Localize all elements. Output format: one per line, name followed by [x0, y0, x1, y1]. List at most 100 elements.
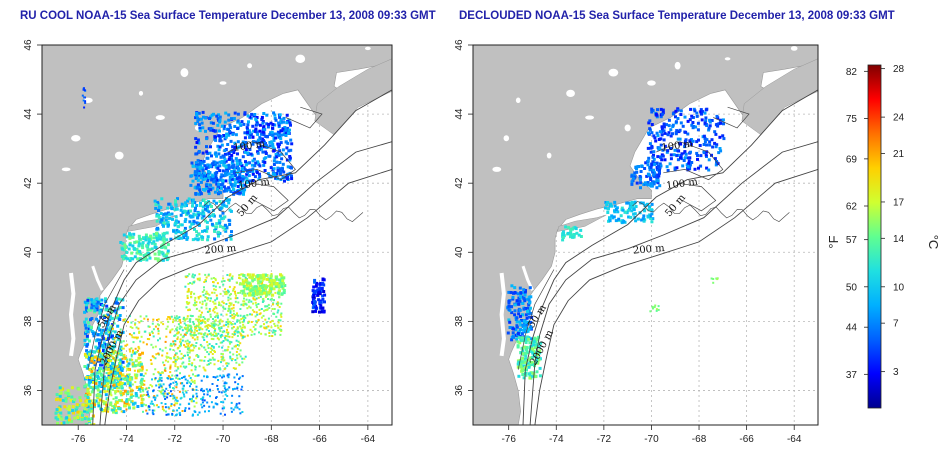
- sst-pixel: [196, 395, 199, 398]
- sst-pixel: [195, 342, 198, 344]
- sst-pixel: [81, 94, 84, 97]
- sst-pixel: [188, 351, 191, 354]
- sst-pixel: [235, 361, 238, 364]
- sst-pixel: [179, 340, 182, 343]
- sst-pixel: [98, 341, 101, 345]
- sst-pixel: [212, 284, 215, 287]
- sst-pixel: [232, 288, 235, 290]
- sst-pixel: [209, 127, 213, 130]
- sst-pixel: [219, 155, 223, 159]
- sst-pixel: [271, 293, 275, 297]
- sst-pixel: [273, 322, 276, 325]
- sst-pixel: [95, 297, 99, 301]
- sst-pixel: [67, 414, 71, 418]
- sst-pixel: [197, 141, 201, 145]
- sst-pixel: [233, 333, 236, 336]
- panel-title-declouded: DECLOUDED NOAA-15 Sea Surface Temperatur…: [459, 10, 895, 22]
- sst-pixel: [120, 255, 124, 258]
- sst-pixel: [519, 291, 523, 295]
- sst-pixel: [531, 374, 535, 378]
- contour-50m: [249, 182, 289, 212]
- sst-pixel: [131, 389, 134, 392]
- sst-pixel: [528, 286, 532, 290]
- sst-pixel: [284, 152, 288, 156]
- sst-pixel: [213, 288, 216, 291]
- sst-pixel: [191, 204, 194, 208]
- sst-pixel: [661, 112, 664, 116]
- sst-pixel: [230, 293, 232, 296]
- sst-pixel: [646, 146, 650, 150]
- sst-pixel: [211, 121, 215, 125]
- sst-pixel: [696, 154, 699, 157]
- sst-pixel: [236, 331, 239, 334]
- sst-pixel: [517, 292, 520, 296]
- sst-pixel: [145, 369, 148, 372]
- sst-pixel: [527, 298, 531, 302]
- sst-pixel: [216, 334, 218, 337]
- sst-pixel: [659, 155, 663, 159]
- sst-pixel: [81, 413, 84, 417]
- sst-pixel: [262, 112, 266, 115]
- sst-pixel: [188, 319, 191, 322]
- sst-pixel: [228, 130, 232, 133]
- sst-pixel: [203, 399, 206, 402]
- sst-pixel: [130, 393, 134, 397]
- sst-pixel: [221, 211, 225, 215]
- sst-pixel: [650, 107, 654, 111]
- sst-pixel: [141, 246, 145, 250]
- sst-pixel: [228, 335, 231, 338]
- sst-pixel: [110, 323, 114, 327]
- sst-pixel: [536, 353, 540, 357]
- sst-pixel: [151, 411, 154, 414]
- sst-pixel: [276, 324, 279, 327]
- sst-pixel: [280, 328, 283, 331]
- sst-pixel: [244, 140, 248, 144]
- sst-pixel: [625, 201, 629, 205]
- sst-pixel: [265, 293, 269, 297]
- sst-pixel: [277, 143, 281, 146]
- sst-pixel: [525, 335, 529, 339]
- sst-pixel: [111, 405, 114, 408]
- sst-pixel: [250, 333, 253, 336]
- sst-pixel: [153, 199, 157, 203]
- sst-pixel: [203, 375, 206, 378]
- sst-pixel: [517, 334, 521, 338]
- sst-pixel: [713, 157, 717, 161]
- sst-pixel: [183, 326, 186, 329]
- sst-pixel: [273, 331, 276, 334]
- sst-pixel: [525, 358, 529, 362]
- sst-pixel: [225, 173, 229, 177]
- sst-pixel: [113, 345, 117, 349]
- sst-pixel: [217, 190, 221, 194]
- sst-pixel: [203, 346, 206, 349]
- sst-pixel: [236, 319, 239, 322]
- sst-pixel: [65, 416, 69, 420]
- sst-pixel: [288, 128, 291, 132]
- sst-pixel: [210, 322, 213, 325]
- sst-pixel: [127, 321, 129, 324]
- sst-pixel: [705, 150, 709, 154]
- sst-pixel: [231, 316, 234, 319]
- sst-pixel: [103, 390, 107, 394]
- sst-pixel: [655, 186, 659, 190]
- sst-pixel: [517, 312, 521, 316]
- sst-pixel: [144, 256, 148, 260]
- sst-pixel: [226, 335, 229, 338]
- sst-pixel: [119, 328, 122, 331]
- sst-pixel: [708, 120, 712, 124]
- sst-pixel: [579, 235, 583, 238]
- sst-pixel: [85, 309, 88, 313]
- sst-pixel: [260, 291, 264, 295]
- sst-pixel: [85, 344, 89, 348]
- sst-pixel: [527, 337, 531, 341]
- sst-pixel: [267, 285, 270, 287]
- sst-pixel: [718, 135, 722, 139]
- sst-pixel: [197, 332, 200, 335]
- sst-pixel: [639, 170, 643, 173]
- sst-pixel: [617, 217, 621, 221]
- sst-pixel: [288, 158, 292, 162]
- sst-pixel: [59, 388, 63, 392]
- sst-pixel: [128, 236, 132, 240]
- sst-pixel: [214, 334, 217, 337]
- sst-pixel: [277, 145, 281, 149]
